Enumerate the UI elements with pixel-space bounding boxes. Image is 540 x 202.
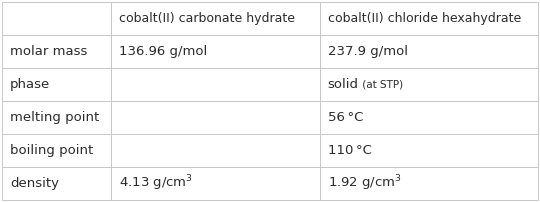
Text: molar mass: molar mass: [10, 45, 87, 58]
Text: boiling point: boiling point: [10, 144, 93, 157]
Bar: [320, 101, 538, 134]
Text: phase: phase: [10, 78, 50, 91]
Bar: [111, 35, 320, 68]
Text: 56 °C: 56 °C: [328, 111, 363, 124]
Text: solid: solid: [328, 78, 359, 91]
Bar: [111, 167, 320, 200]
Bar: [111, 68, 320, 101]
Bar: [111, 101, 320, 134]
Bar: [2, 35, 111, 68]
Bar: [2, 134, 111, 167]
Text: (at STP): (at STP): [359, 80, 403, 89]
Text: 1.92 g/cm$^{\mathregular{3}}$: 1.92 g/cm$^{\mathregular{3}}$: [328, 174, 402, 193]
Bar: [320, 68, 538, 101]
Text: melting point: melting point: [10, 111, 99, 124]
Bar: [320, 134, 538, 167]
Text: cobalt(II) carbonate hydrate: cobalt(II) carbonate hydrate: [119, 12, 295, 25]
Text: 110 °C: 110 °C: [328, 144, 372, 157]
Bar: [320, 2, 538, 35]
Text: 237.9 g/mol: 237.9 g/mol: [328, 45, 408, 58]
Bar: [2, 101, 111, 134]
Text: density: density: [10, 177, 59, 190]
Bar: [111, 2, 320, 35]
Text: cobalt(II) chloride hexahydrate: cobalt(II) chloride hexahydrate: [328, 12, 521, 25]
Bar: [111, 134, 320, 167]
Text: 4.13 g/cm$^{\mathregular{3}}$: 4.13 g/cm$^{\mathregular{3}}$: [119, 174, 193, 193]
Bar: [320, 167, 538, 200]
Bar: [2, 68, 111, 101]
Bar: [2, 2, 111, 35]
Text: 136.96 g/mol: 136.96 g/mol: [119, 45, 207, 58]
Bar: [2, 167, 111, 200]
Bar: [320, 35, 538, 68]
